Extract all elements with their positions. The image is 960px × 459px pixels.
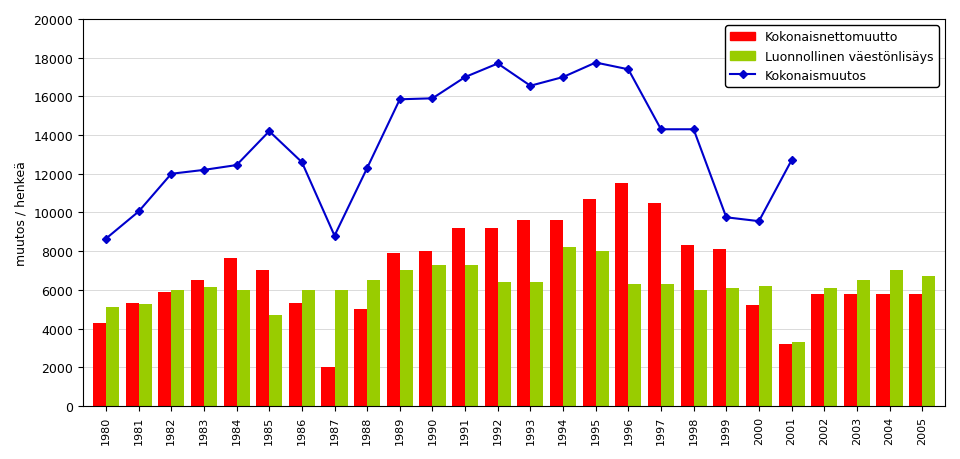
Bar [191, 280, 204, 406]
Bar [236, 290, 250, 406]
Bar [452, 229, 465, 406]
Bar [615, 184, 629, 406]
Bar [138, 305, 152, 406]
Bar [171, 290, 184, 406]
Bar [126, 304, 138, 406]
Bar [583, 200, 596, 406]
Bar [923, 277, 935, 406]
Bar [224, 258, 236, 406]
Bar [844, 294, 857, 406]
Bar [779, 344, 792, 406]
Bar [301, 290, 315, 406]
Bar [596, 252, 609, 406]
Bar [465, 265, 478, 406]
Bar [530, 282, 543, 406]
Bar [792, 342, 804, 406]
Bar [550, 221, 564, 406]
Bar [857, 280, 870, 406]
Bar [661, 285, 674, 406]
Bar [269, 315, 282, 406]
Bar [713, 250, 727, 406]
Bar [354, 309, 367, 406]
Bar [811, 294, 825, 406]
Bar [387, 253, 399, 406]
Bar [694, 290, 707, 406]
Bar [648, 203, 661, 406]
Bar [759, 286, 772, 406]
Bar [876, 294, 890, 406]
Bar [106, 308, 119, 406]
Bar [629, 285, 641, 406]
Bar [485, 229, 497, 406]
Bar [334, 290, 348, 406]
Bar [420, 252, 432, 406]
Bar [432, 265, 445, 406]
Bar [399, 271, 413, 406]
Bar [825, 288, 837, 406]
Bar [367, 280, 380, 406]
Bar [746, 306, 759, 406]
Bar [256, 271, 269, 406]
Bar [204, 287, 217, 406]
Bar [517, 221, 530, 406]
Bar [289, 304, 301, 406]
Bar [93, 323, 106, 406]
Bar [158, 292, 171, 406]
Bar [909, 294, 923, 406]
Bar [681, 246, 694, 406]
Y-axis label: muutos / henkeä: muutos / henkeä [15, 161, 28, 265]
Bar [564, 248, 576, 406]
Bar [497, 282, 511, 406]
Bar [322, 367, 334, 406]
Legend: Kokonaisnettomuutto, Luonnollinen väestönlisäys, Kokonaismuutos: Kokonaisnettomuutto, Luonnollinen väestö… [725, 26, 939, 88]
Bar [890, 271, 902, 406]
Bar [727, 288, 739, 406]
